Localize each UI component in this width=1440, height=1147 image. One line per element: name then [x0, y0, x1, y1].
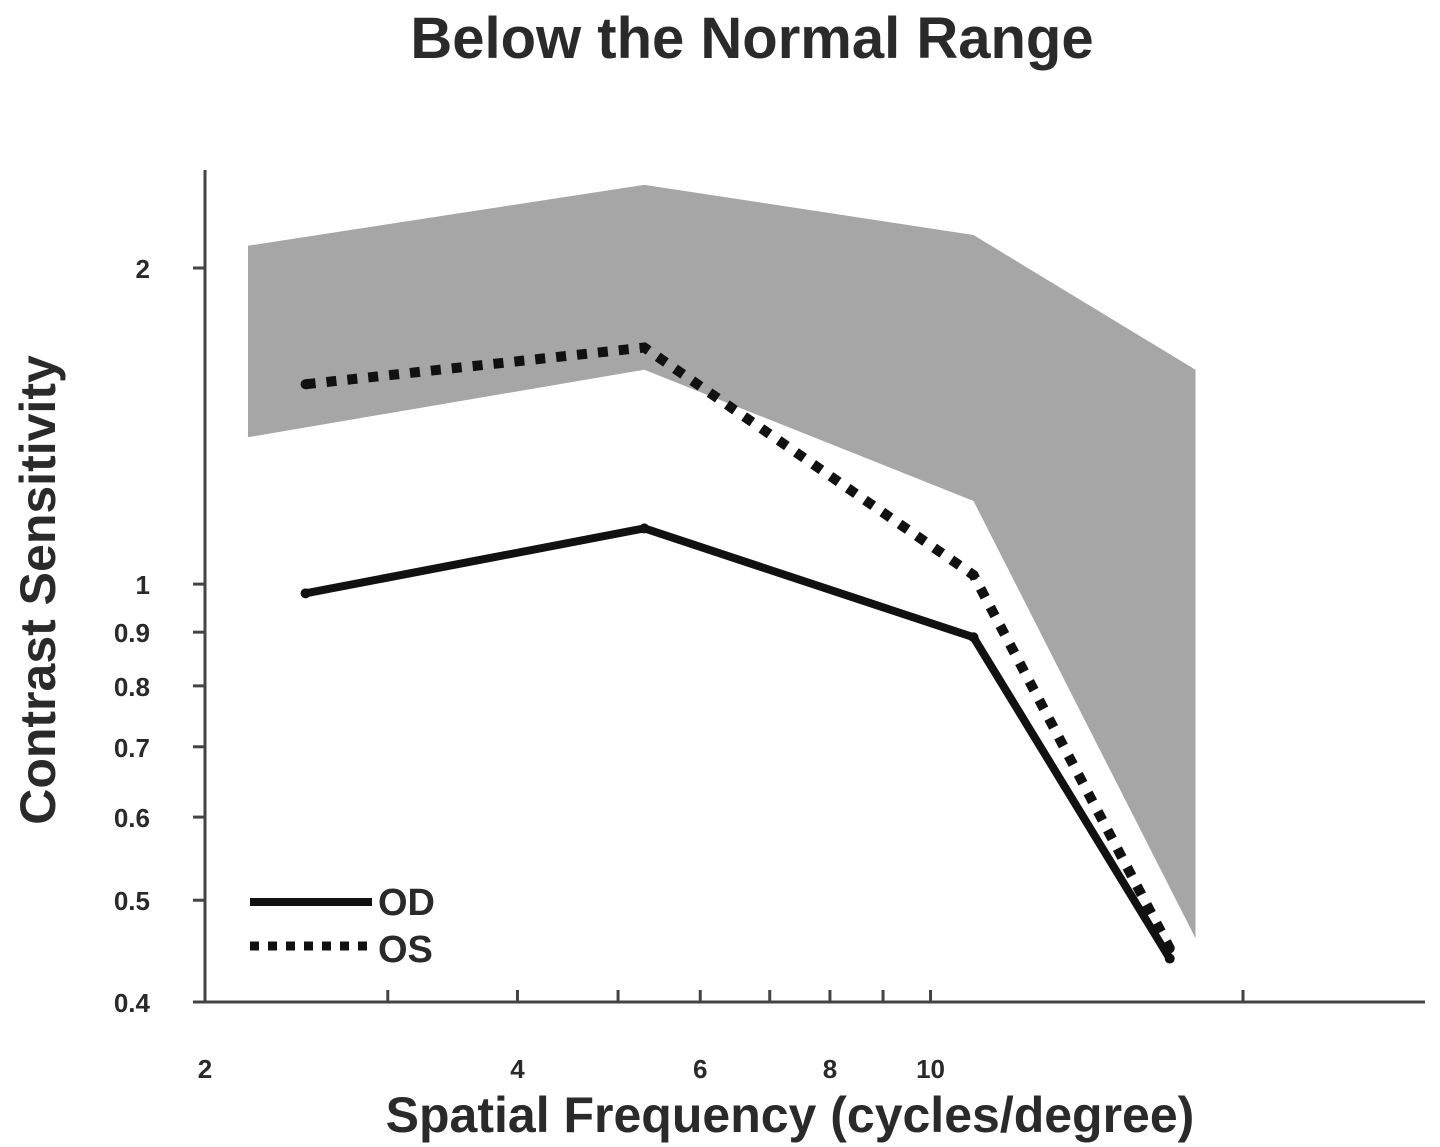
x-tick-label: 2 — [198, 1054, 212, 1084]
data-point-os — [1164, 943, 1175, 954]
legend-item-os: OS — [250, 929, 433, 971]
series-line-od — [304, 524, 1174, 961]
legend-item-od: OD — [250, 882, 435, 924]
y-tick-label: 1 — [136, 570, 150, 600]
x-tick-label: 10 — [916, 1054, 945, 1084]
x-tick-label: 8 — [823, 1054, 837, 1084]
data-point-od — [639, 523, 650, 534]
data-point-od — [300, 588, 311, 599]
y-tick-label: 0.8 — [114, 672, 150, 702]
plot-area — [247, 184, 1196, 964]
data-point-os — [300, 379, 311, 390]
legend-label-od: OD — [378, 882, 435, 924]
x-tick-label: 4 — [510, 1054, 525, 1084]
y-axis-ticks: 0.4 0.5 0.6 0.7 0.8 0.9 1 2 — [114, 254, 205, 1018]
series-line-os — [305, 342, 1175, 951]
y-tick-label: 0.4 — [114, 988, 151, 1018]
x-axis-ticks: 2 4 6 8 10 — [198, 990, 1245, 1084]
y-tick-label: 0.6 — [114, 803, 150, 833]
y-tick-label: 0.9 — [114, 618, 150, 648]
normal-range-band — [247, 184, 1196, 939]
y-axis-label: Contrast Sensitivity — [10, 355, 66, 825]
series-layer — [300, 342, 1175, 964]
y-tick-label: 0.5 — [114, 886, 150, 916]
data-point-os — [968, 570, 979, 581]
data-point-od — [1164, 953, 1175, 964]
x-axis-label: Spatial Frequency (cycles/degree) — [386, 1087, 1195, 1143]
chart-title: Below the Normal Range — [410, 6, 1093, 71]
data-point-os — [639, 342, 650, 353]
y-tick-label: 2 — [136, 254, 150, 284]
chart-legend: OD OS — [250, 882, 435, 971]
y-tick-label: 0.7 — [114, 733, 150, 763]
data-point-od — [968, 632, 979, 643]
legend-label-os: OS — [378, 929, 433, 971]
x-tick-label: 6 — [693, 1054, 707, 1084]
